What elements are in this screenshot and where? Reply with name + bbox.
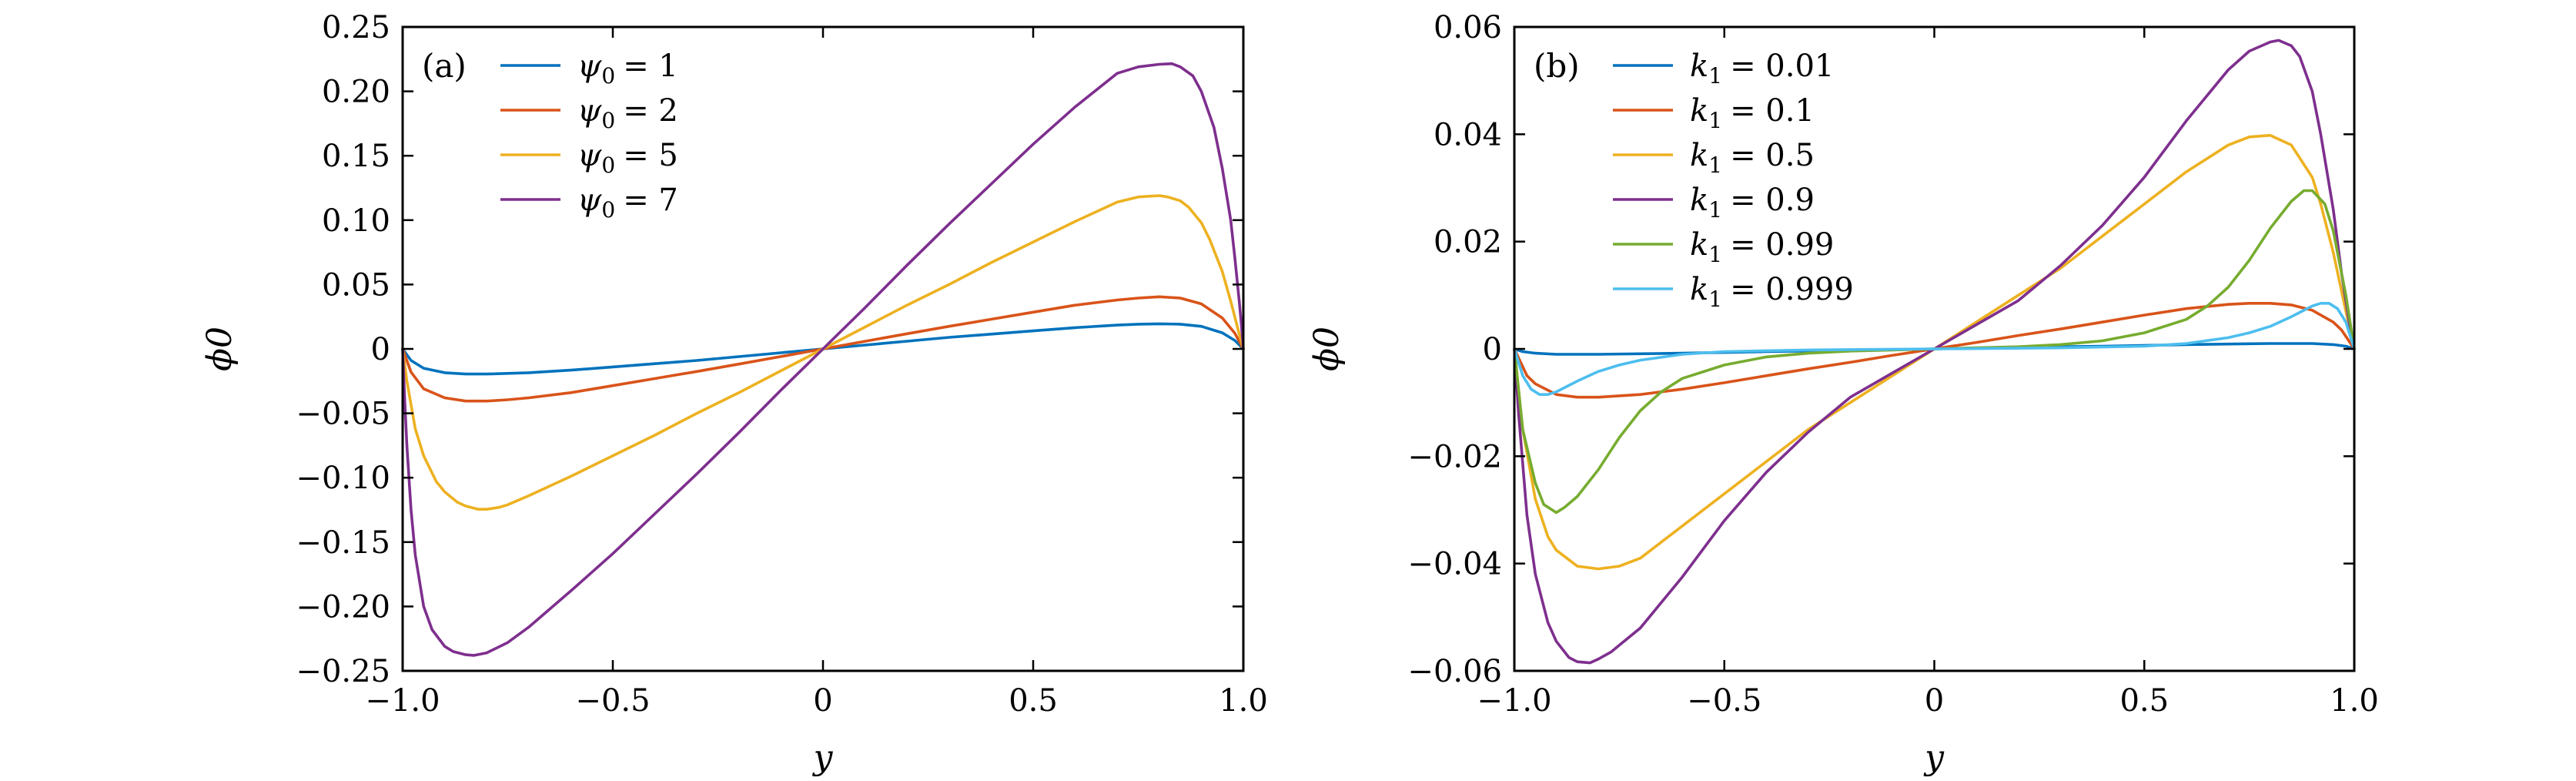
x-tick-label: 1.0 [1219, 683, 1268, 719]
panel-label: (a) [422, 47, 467, 85]
series-line-3 [401, 194, 1245, 511]
x-tick-label: −0.5 [575, 683, 650, 719]
x-axis-label: y [812, 738, 834, 777]
y-tick-label: 0.06 [1434, 10, 1502, 45]
legend-label-6: k1 = 0.999 [1690, 272, 1854, 312]
series-line-4 [1513, 39, 2356, 665]
legend-label-3: ψ0 = 5 [577, 138, 678, 178]
x-tick-label: 0.5 [2119, 683, 2169, 719]
y-tick-label: −0.10 [296, 461, 390, 496]
y-tick-label: 0.04 [1434, 117, 1502, 153]
x-tick-label: 0 [813, 683, 832, 719]
x-tick-label: 0 [1925, 683, 1944, 719]
panel-b-chart: −1.0 −0.5 0 0.5 1.0 0.06 0.04 0.02 0 −0.02 −0.04 −0… [1307, 10, 2379, 777]
series-group [1513, 39, 2356, 665]
y-tick-label: 0.02 [1434, 225, 1502, 260]
y-tick-label: 0.15 [322, 139, 390, 174]
x-axis-label: y [1923, 738, 1945, 777]
legend-label-3: k1 = 0.5 [1690, 138, 1815, 178]
series-line-4 [401, 62, 1245, 657]
x-tick-label: −0.5 [1687, 683, 1761, 719]
series-line-2 [1513, 302, 2356, 399]
panel-label: (b) [1534, 47, 1580, 85]
legend-label-2: ψ0 = 2 [577, 93, 678, 133]
legend-label-2: k1 = 0.1 [1690, 93, 1815, 133]
y-tick-label: −0.05 [296, 397, 390, 432]
y-tick-label: 0.25 [322, 10, 390, 45]
panel-a-chart: −1.0 −0.5 0 0.5 1.0 0.25 0.20 0.15 0.10 0.05 0 −0.0… [200, 10, 1268, 777]
y-tick-label: −0.06 [1407, 654, 1502, 689]
legend-label-4: ψ0 = 7 [577, 183, 678, 223]
x-tick-label: −1.0 [1477, 683, 1551, 719]
legend-label-4: k1 = 0.9 [1690, 183, 1815, 223]
series-line-1 [401, 322, 1245, 376]
y-tick-label: −0.02 [1407, 439, 1502, 474]
series-line-5 [1513, 189, 2356, 515]
legend-label-1: k1 = 0.01 [1690, 49, 1834, 89]
y-tick-label: 0 [1483, 332, 1502, 367]
x-tick-label: 1.0 [2330, 683, 2379, 719]
series-group [401, 62, 1245, 657]
y-axis-label: ϕ0 [1307, 327, 1347, 371]
legend-label-5: k1 = 0.99 [1690, 227, 1834, 267]
x-tick-label: −1.0 [365, 683, 440, 719]
y-tick-label: −0.20 [296, 589, 390, 625]
y-tick-label: −0.15 [296, 525, 390, 561]
legend-label-1: ψ0 = 1 [577, 49, 678, 89]
series-line-6 [1513, 302, 2356, 396]
x-tick-label: 0.5 [1009, 683, 1058, 719]
y-tick-label: 0.10 [322, 203, 390, 239]
y-tick-label: 0.20 [322, 75, 390, 110]
y-axis-label: ϕ0 [200, 327, 239, 371]
legend: ψ0 = 1ψ0 = 2 ψ0 = 5 ψ0 = 7 [500, 49, 678, 223]
y-tick-label: 0 [371, 332, 390, 367]
y-tick-label: −0.25 [296, 654, 390, 689]
y-tick-label: 0.05 [322, 267, 390, 303]
y-tick-label: −0.04 [1407, 547, 1502, 582]
